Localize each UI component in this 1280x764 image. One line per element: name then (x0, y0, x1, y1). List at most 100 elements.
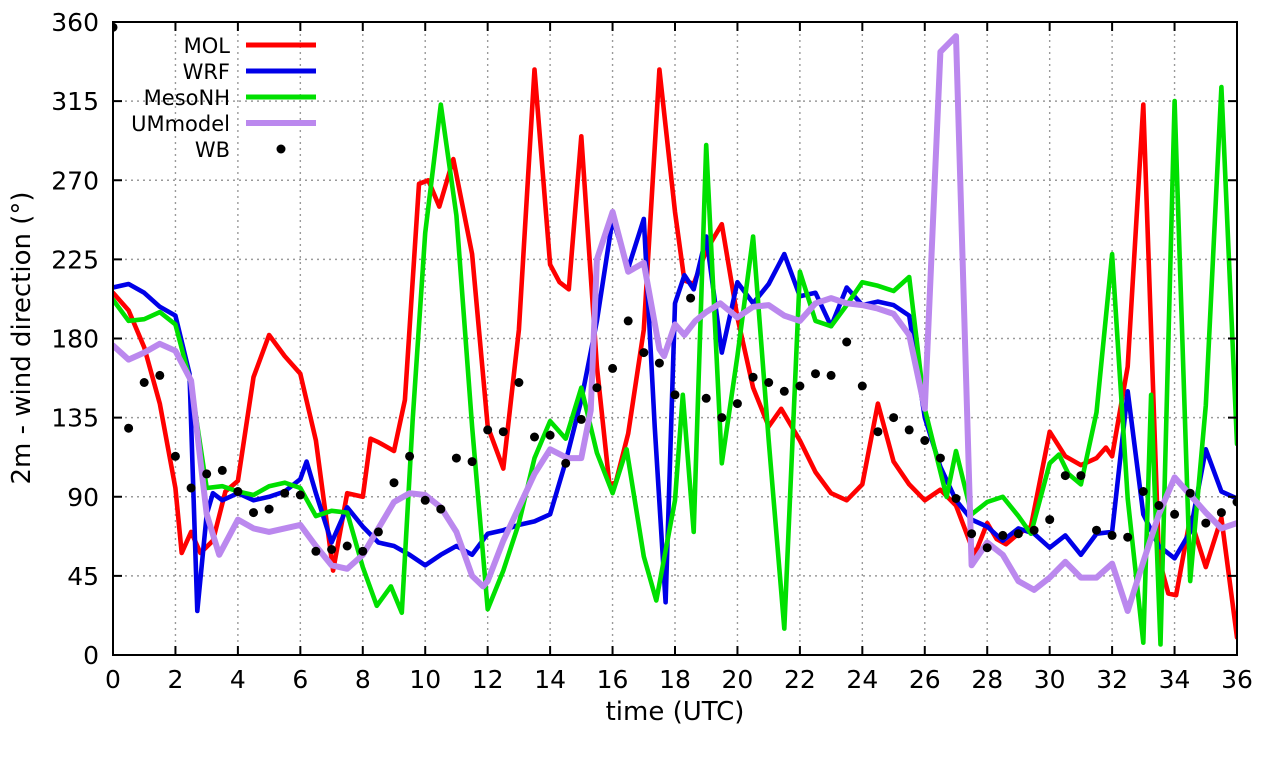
data-point-WB (467, 457, 477, 467)
x-tick-label: 16 (597, 665, 629, 694)
data-point-WB (779, 386, 789, 396)
y-tick-label: 0 (83, 641, 99, 670)
data-point-WB (1029, 525, 1039, 535)
data-point-WB (373, 527, 383, 537)
data-point-WB (935, 453, 945, 463)
x-tick-label: 4 (230, 665, 246, 694)
data-point-WB (1154, 501, 1164, 510)
y-tick-label: 360 (51, 8, 99, 37)
series-line-WRF (113, 216, 1237, 614)
data-point-WB (701, 393, 711, 403)
data-point-WB (811, 369, 820, 379)
x-tick-label: 20 (722, 665, 754, 694)
data-point-WB (342, 541, 352, 551)
data-point-WB (873, 427, 883, 437)
data-point-WB (826, 370, 836, 380)
data-point-WB (857, 381, 867, 391)
data-point-WB (113, 22, 118, 32)
data-point-WB (951, 494, 961, 503)
data-point-WB (608, 363, 618, 373)
data-point-WB (451, 453, 461, 463)
y-tick-label: 90 (67, 483, 99, 512)
data-point-WB (1216, 508, 1226, 518)
legend-entry-MesoNH: MesoNH (144, 86, 316, 110)
data-point-WB (264, 504, 274, 514)
data-point-WB (670, 390, 680, 400)
legend-entry-WRF: WRF (183, 60, 316, 84)
data-point-WB (186, 483, 196, 493)
data-point-WB (1185, 488, 1195, 498)
data-point-WB (889, 413, 899, 423)
data-point-WB (202, 469, 212, 479)
y-tick-label: 270 (51, 166, 99, 195)
x-axis-label: time (UTC) (606, 697, 745, 727)
data-point-WB (1060, 471, 1070, 481)
x-tick-label: 10 (409, 665, 441, 694)
x-tick-label: 0 (105, 665, 121, 694)
x-tick-label: 8 (355, 665, 371, 694)
data-point-WB (904, 425, 914, 435)
data-point-WB (170, 451, 180, 461)
x-tick-label: 6 (292, 665, 308, 694)
data-point-WB (639, 348, 649, 358)
x-tick-label: 34 (1159, 665, 1191, 694)
data-point-WB (1170, 509, 1180, 519)
series-line-UMmodel (113, 33, 1237, 614)
data-point-WB (155, 370, 165, 380)
series-MOL (113, 67, 1237, 640)
data-point-WB (920, 436, 930, 445)
legend-label-UMmodel: UMmodel (131, 112, 230, 136)
data-point-WB (1138, 487, 1148, 496)
legend-label-MesoNH: MesoNH (144, 86, 230, 110)
data-point-WB (249, 508, 258, 518)
data-point-WB (967, 529, 977, 539)
data-point-WB (998, 530, 1008, 540)
y-axis-label: 2m - wind direction (°) (7, 191, 37, 484)
data-point-WB (327, 545, 337, 554)
tick-marks (112, 21, 1238, 656)
y-tick-label: 315 (51, 87, 99, 116)
x-tick-label: 22 (784, 665, 816, 694)
y-tick-label: 45 (67, 562, 99, 591)
legend-label-WB: WB (195, 138, 230, 162)
data-point-WB (483, 425, 493, 435)
data-point-WB (1232, 497, 1237, 507)
data-point-WB (592, 383, 602, 393)
data-point-WB (1123, 532, 1133, 542)
data-point-WB (748, 372, 758, 382)
data-point-WB (405, 451, 415, 461)
legend-sample-WB (276, 144, 286, 154)
data-point-WB (389, 478, 399, 488)
data-point-WB (217, 465, 227, 475)
data-series (113, 22, 1237, 647)
x-tick-label: 30 (1034, 665, 1066, 694)
data-point-WB (1013, 529, 1023, 539)
legend-label-MOL: MOL (184, 34, 231, 58)
series-UMmodel (113, 33, 1237, 614)
data-point-WB (1201, 518, 1211, 528)
x-tick-label: 26 (909, 665, 941, 694)
legend-entry-UMmodel: UMmodel (131, 112, 316, 136)
data-point-WB (1092, 525, 1101, 535)
data-point-WB (124, 423, 134, 433)
x-tick-label: 36 (1221, 665, 1253, 694)
series-WRF (113, 216, 1237, 614)
legend-entry-MOL: MOL (184, 34, 316, 58)
data-point-WB (576, 414, 586, 424)
legend-label-WRF: WRF (183, 60, 230, 84)
data-point-WB (545, 430, 555, 440)
x-tick-label: 14 (534, 665, 566, 694)
data-point-WB (1045, 515, 1055, 525)
data-point-WB (498, 427, 508, 437)
data-point-WB (654, 358, 664, 368)
series-line-MesoNH (113, 84, 1237, 647)
x-tick-label: 2 (167, 665, 183, 694)
data-point-WB (358, 546, 368, 556)
data-point-WB (795, 381, 805, 391)
data-point-WB (233, 487, 243, 496)
tick-labels: 0 2 4 6 8 10 12 14 16 18 20 22 24 26 28 30 32 34 360459013… (51, 8, 1253, 694)
series-WB (113, 22, 1237, 556)
data-point-WB (1107, 530, 1117, 540)
data-point-WB (842, 337, 852, 347)
